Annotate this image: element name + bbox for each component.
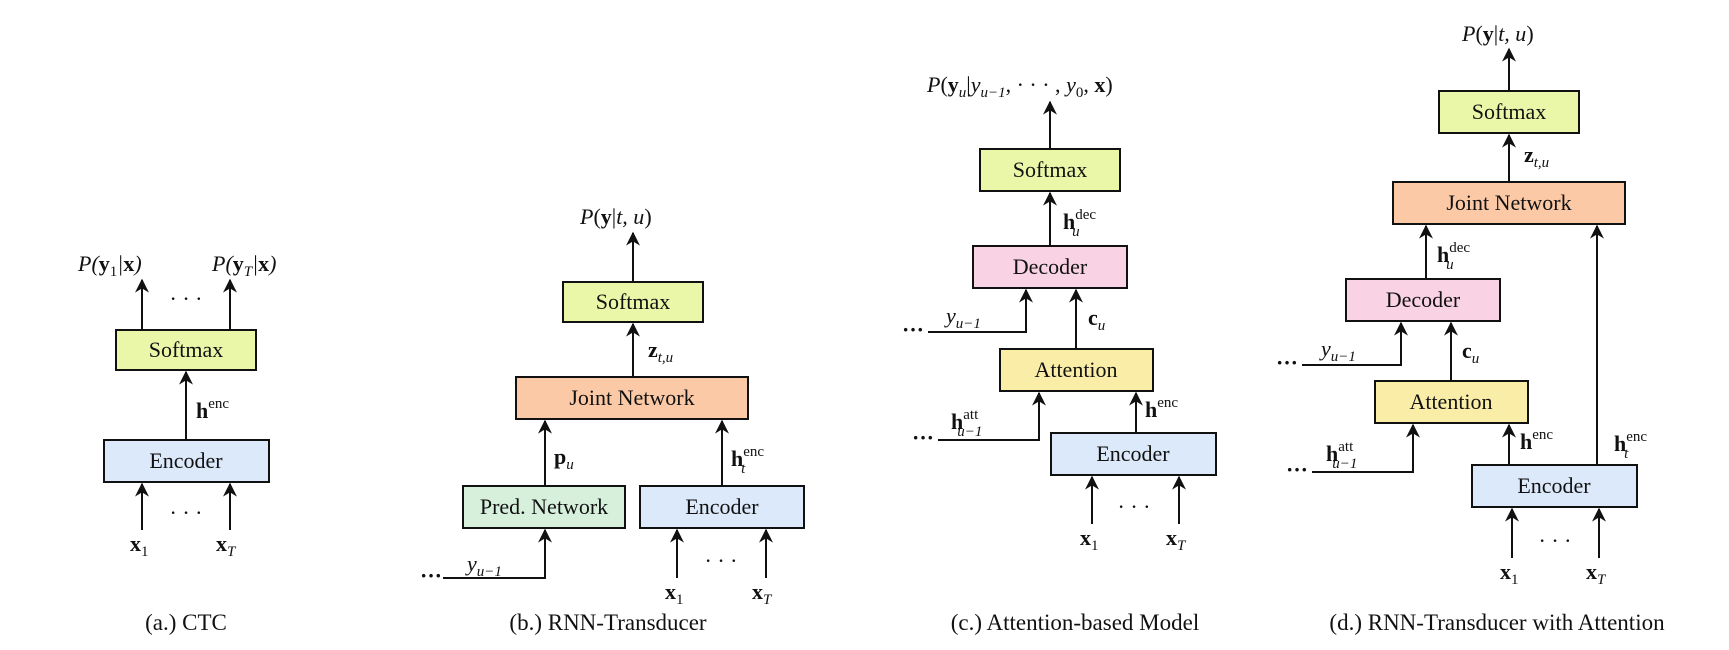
rnnta-joint-box bbox=[1392, 181, 1626, 225]
panel-rnn-transducer: Softmax Joint Network Pred. Network Enco… bbox=[420, 204, 805, 635]
rnnta-c: cu bbox=[1462, 338, 1479, 367]
att-h-att: hatt u−1 bbox=[951, 407, 982, 440]
att-arrow-hatt-att bbox=[938, 391, 1046, 441]
panel-ctc: Softmax Encoder P(y1|x) P(yT|x) · · · he… bbox=[77, 251, 277, 635]
att-softmax-box bbox=[979, 148, 1121, 192]
rnnt-arrow-y-pred bbox=[443, 528, 552, 579]
rnnt-p: pu bbox=[554, 444, 574, 473]
rnnta-z: zt,u bbox=[1524, 142, 1549, 171]
att-output: P(yu|yu−1, · · · , y0, x) bbox=[926, 72, 1113, 101]
rnnta-encoder-box bbox=[1471, 464, 1638, 508]
rnnta-h-dec: hdec u bbox=[1437, 240, 1470, 273]
att-h-dec: hdec u bbox=[1063, 207, 1096, 240]
ctc-caption: (a.) CTC bbox=[145, 610, 227, 635]
rnnta-softmax-label: Softmax bbox=[1472, 99, 1547, 124]
ctc-output-T: P(yT|x) bbox=[211, 251, 277, 280]
att-arrow-y-dec bbox=[928, 288, 1033, 333]
rnnt-softmax-label: Softmax bbox=[596, 289, 671, 314]
rnnta-arrow-hatt-att bbox=[1312, 423, 1420, 473]
rnnt-pred-label: Pred. Network bbox=[480, 494, 608, 519]
att-decoder-label: Decoder bbox=[1013, 254, 1088, 279]
rnnta-xT: xT bbox=[1586, 559, 1607, 588]
att-encoder-box bbox=[1050, 432, 1217, 476]
ctc-xT: xT bbox=[216, 531, 237, 560]
rnnta-encoder-label: Encoder bbox=[1517, 473, 1591, 498]
rnnt-ellipsis-bottom: · · · bbox=[705, 548, 738, 573]
rnnt-xT: xT bbox=[752, 579, 773, 608]
rnnta-decoder-box bbox=[1345, 278, 1501, 322]
rnnt-x1: x1 bbox=[665, 579, 684, 608]
rnnt-y: yu−1 bbox=[465, 551, 502, 580]
att-y: yu−1 bbox=[944, 303, 981, 332]
rnnta-caption: (d.) RNN-Transducer with Attention bbox=[1329, 610, 1665, 635]
rnnta-output: P(y|t, u) bbox=[1461, 21, 1534, 46]
rnnta-h-enc-t: henc t bbox=[1614, 429, 1647, 462]
ctc-encoder-label: Encoder bbox=[149, 448, 223, 473]
rnnt-encoder-label: Encoder bbox=[685, 494, 759, 519]
panel-attention-model: Softmax Decoder Attention Encoder P(yu|y… bbox=[902, 72, 1217, 635]
rnnta-y: yu−1 bbox=[1319, 336, 1356, 365]
rnnt-output: P(y|t, u) bbox=[579, 204, 652, 229]
ctc-output-1: P(y1|x) bbox=[77, 251, 142, 280]
att-x1: x1 bbox=[1080, 525, 1099, 554]
rnnta-h-att: hatt u−1 bbox=[1326, 439, 1357, 472]
rnnt-h-enc: henc t bbox=[731, 444, 764, 477]
att-softmax-label: Softmax bbox=[1013, 157, 1088, 182]
att-encoder-label: Encoder bbox=[1096, 441, 1170, 466]
att-ellipsis-hatt: ··· bbox=[912, 425, 934, 450]
rnnta-ellipsis-hatt: ··· bbox=[1286, 457, 1308, 482]
ctc-encoder-box bbox=[103, 439, 270, 483]
rnnta-softmax-box bbox=[1438, 90, 1580, 134]
rnnt-joint-label: Joint Network bbox=[569, 385, 694, 410]
ctc-softmax-box bbox=[115, 329, 257, 371]
att-h-enc: henc bbox=[1145, 395, 1178, 422]
att-attention-label: Attention bbox=[1034, 357, 1117, 382]
att-ellipsis-y: ··· bbox=[902, 317, 924, 342]
ctc-x1: x1 bbox=[130, 531, 149, 560]
rnnt-caption: (b.) RNN-Transducer bbox=[509, 610, 707, 635]
rnnt-ellipsis-left: ··· bbox=[420, 563, 442, 588]
rnnta-arrow-y-dec bbox=[1302, 321, 1408, 366]
rnnta-decoder-label: Decoder bbox=[1386, 287, 1461, 312]
rnnt-z: zt,u bbox=[648, 337, 673, 366]
att-xT: xT bbox=[1166, 525, 1187, 554]
ctc-h-enc: henc bbox=[196, 396, 229, 423]
ctc-ellipsis-bottom: · · · bbox=[170, 500, 203, 525]
rnnta-attention-box bbox=[1374, 380, 1529, 424]
rnnta-attention-label: Attention bbox=[1409, 389, 1492, 414]
panel-rnnt-attention: Softmax Joint Network Decoder Attention … bbox=[1276, 21, 1665, 635]
rnnta-ellipsis-y: ··· bbox=[1276, 350, 1298, 375]
rnnta-h-enc: henc bbox=[1520, 427, 1553, 454]
rnnta-joint-label: Joint Network bbox=[1446, 190, 1571, 215]
att-caption: (c.) Attention-based Model bbox=[951, 610, 1199, 635]
att-ellipsis-bottom: · · · bbox=[1118, 494, 1151, 519]
rnnta-x1: x1 bbox=[1500, 559, 1519, 588]
att-decoder-box bbox=[972, 245, 1128, 289]
ctc-ellipsis-top: · · · bbox=[170, 286, 203, 311]
att-c: cu bbox=[1088, 305, 1105, 334]
ctc-softmax-label: Softmax bbox=[149, 337, 224, 362]
rnnta-ellipsis-bottom: · · · bbox=[1539, 528, 1572, 553]
